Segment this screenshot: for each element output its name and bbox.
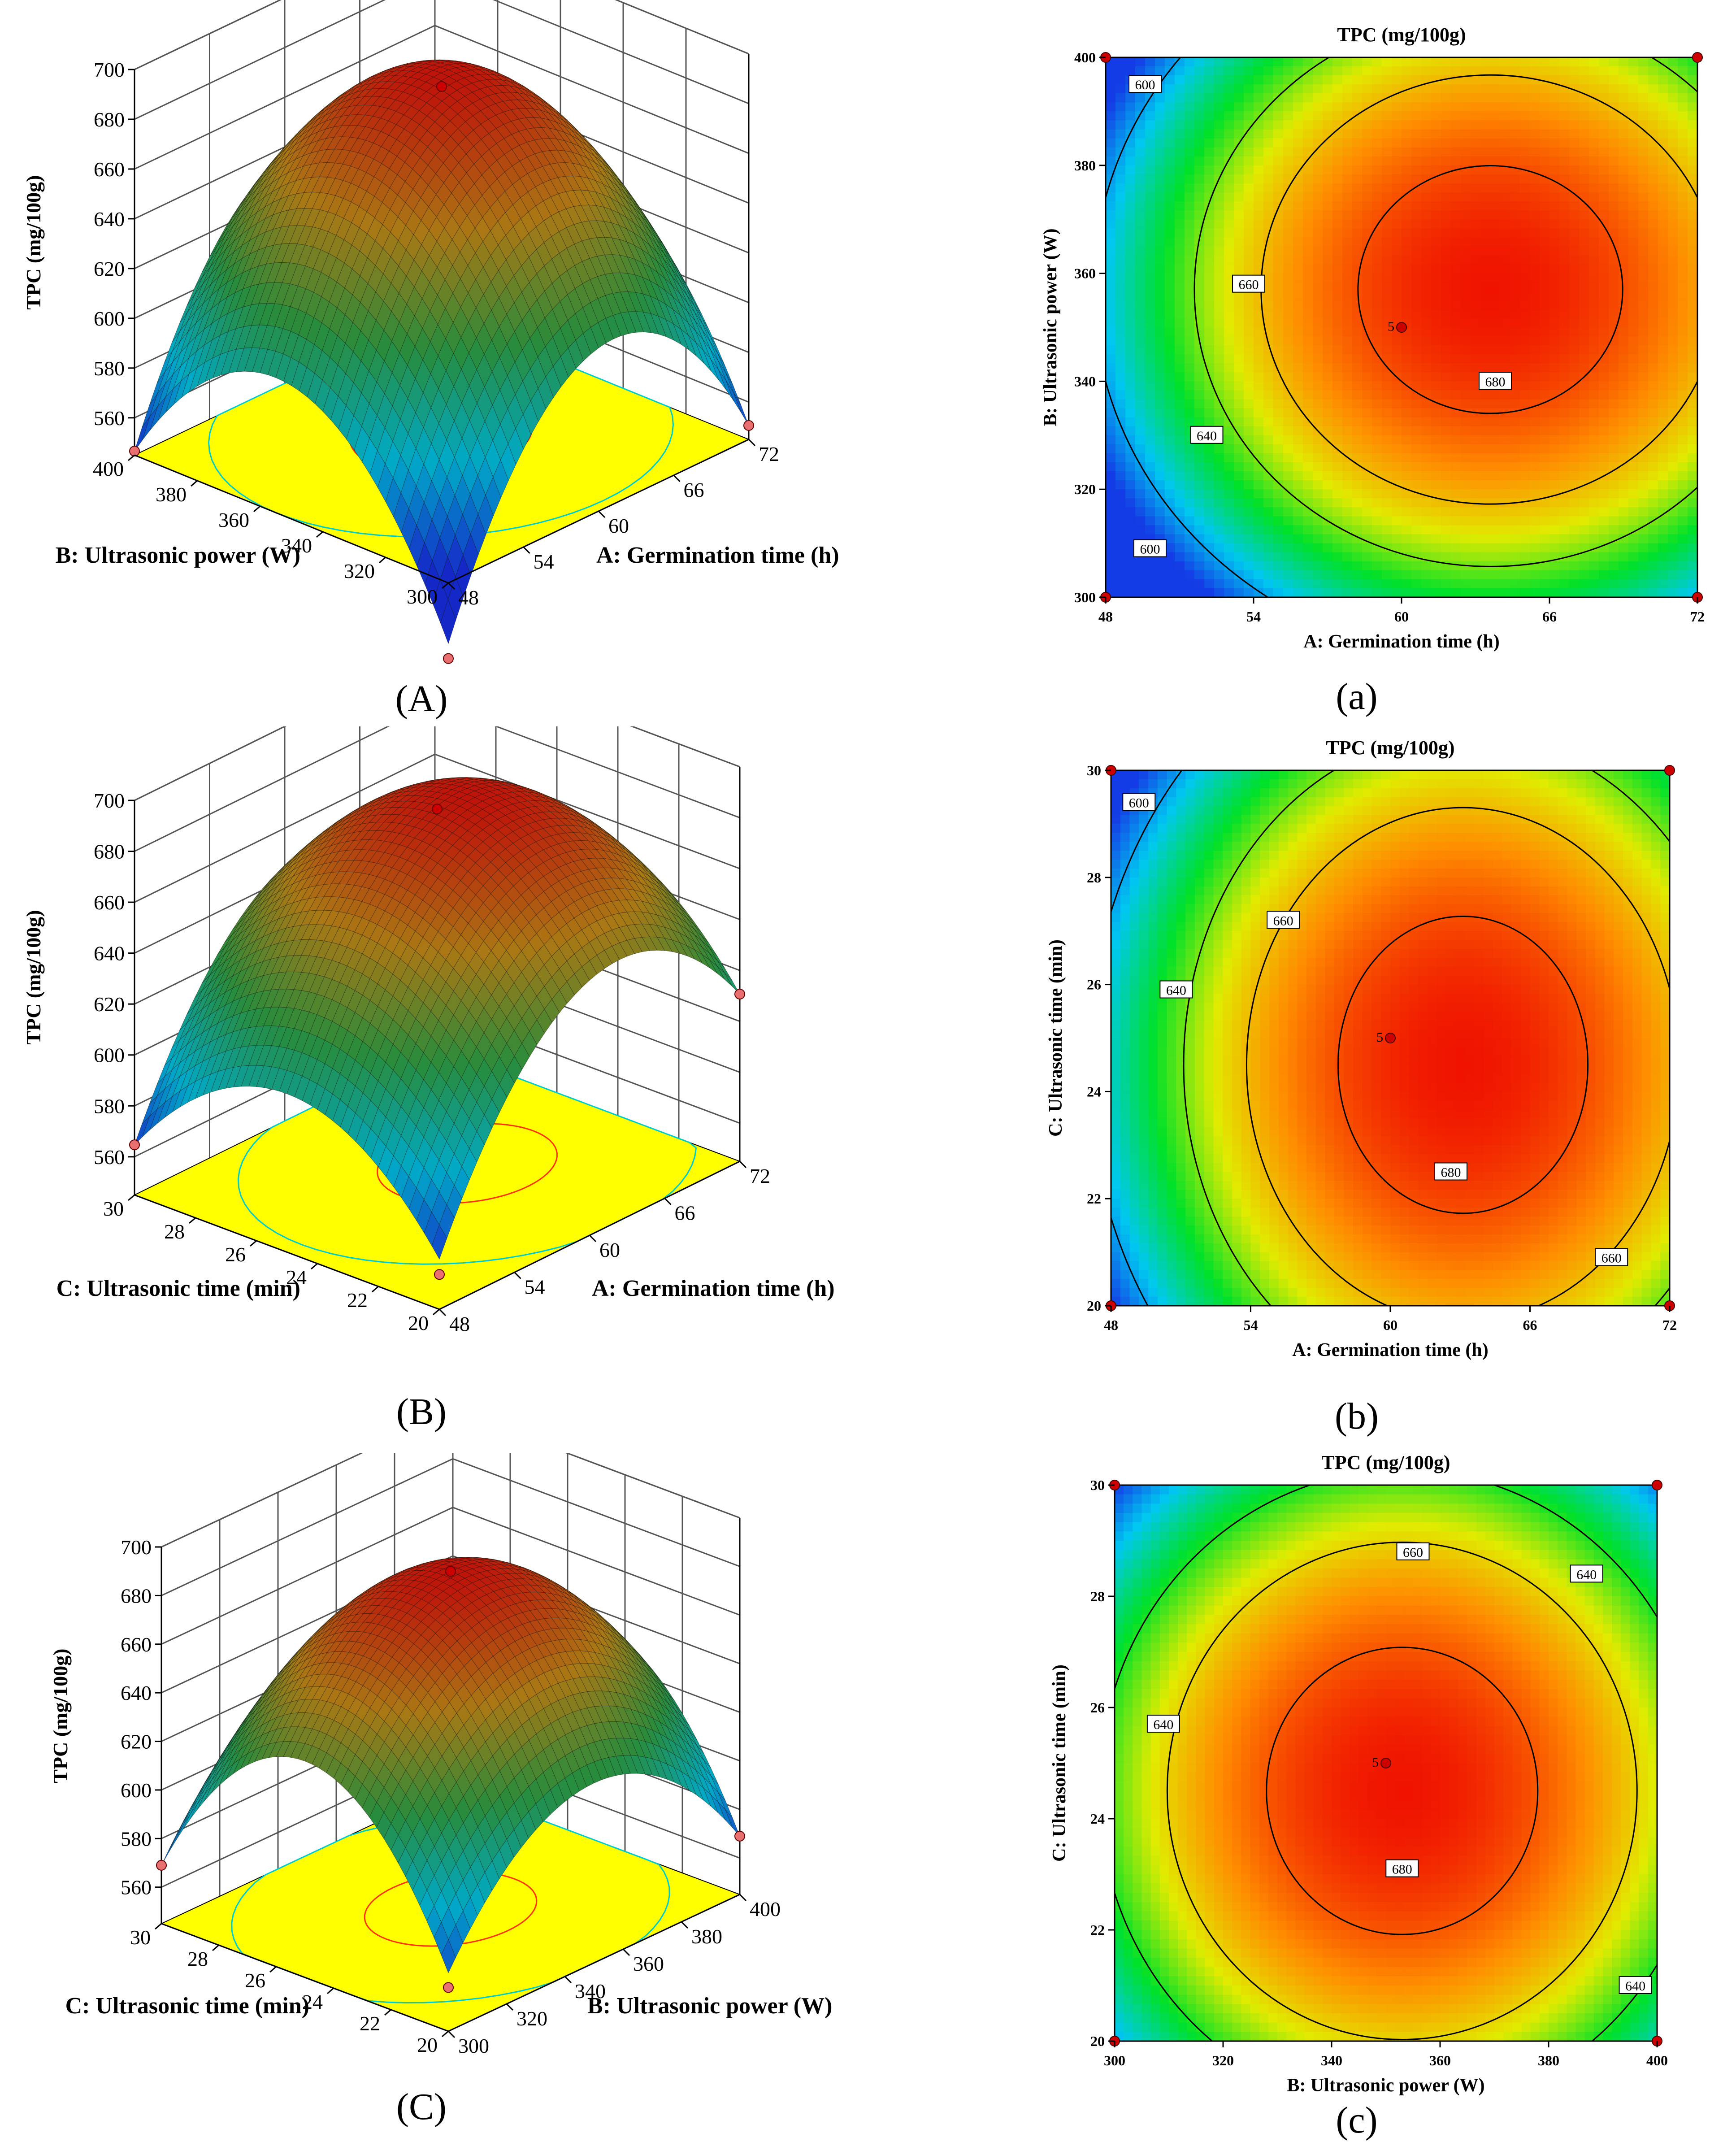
wall-gridline (135, 0, 749, 70)
x-tick-label: 66 (684, 478, 704, 501)
z-tick-label: 660 (94, 891, 125, 914)
y-tick-label: 20 (408, 1312, 429, 1334)
x-tick (665, 1199, 671, 1205)
design-point (744, 421, 754, 430)
design-point (130, 1140, 139, 1150)
x-tick-label: 48 (458, 586, 479, 609)
y-tick (191, 481, 197, 486)
y-tick (433, 1309, 439, 1315)
design-point (156, 1860, 166, 1870)
y-tick (128, 1195, 135, 1200)
x-tick-label: 72 (759, 443, 779, 465)
design-point (735, 1831, 745, 1841)
y-tick-label: 400 (93, 457, 124, 480)
y-tick (189, 1218, 195, 1223)
design-point (434, 1269, 444, 1279)
surface-cell (733, 392, 749, 426)
z-tick-label: 600 (121, 1779, 152, 1802)
surface-plot-A: 560 580 600 620 640 660 680 700 48 54 60 66 72 300 320… (0, 0, 868, 691)
x-tick-label: 72 (750, 1164, 770, 1187)
panel-label-A: (A) (354, 677, 489, 721)
design-point (432, 804, 442, 814)
wall-gridline (161, 1453, 740, 1547)
y-tick (250, 1241, 256, 1246)
z-axis-label: TPC (mg/100g) (22, 175, 45, 309)
x-tick-label: 66 (675, 1202, 695, 1225)
design-point (443, 654, 453, 664)
surface-cell (135, 417, 150, 451)
y-tick-label: 300 (407, 585, 438, 608)
surface-group-A: 560 580 600 620 640 660 680 700 48 54 60 66 72 300 320… (22, 0, 839, 664)
z-tick-label: 700 (94, 789, 125, 812)
x-tick-label: 54 (534, 550, 554, 573)
y-tick (317, 532, 323, 537)
y-tick (372, 1286, 378, 1292)
z-axis-label: TPC (mg/100g) (22, 910, 45, 1044)
design-point (437, 82, 447, 91)
z-tick-label: 620 (94, 257, 125, 280)
design-point (735, 989, 745, 999)
z-tick-label: 660 (94, 158, 125, 181)
x-tick-label: 60 (599, 1238, 620, 1261)
y-tick (311, 1264, 317, 1269)
z-tick-label: 700 (94, 58, 125, 81)
x-tick-label: 60 (608, 514, 629, 537)
x-tick (674, 475, 680, 482)
z-tick-label: 620 (94, 993, 125, 1016)
x-tick (749, 439, 755, 446)
surface-svg-B: 5605806006206406606807004854606672202224… (0, 726, 868, 1417)
wall-top-edge (135, 0, 749, 70)
z-tick-label: 600 (94, 1044, 125, 1067)
x-tick (599, 511, 605, 517)
surface-svg-C: 5605806006206406606807003003203403603804… (0, 1453, 868, 2153)
y-tick-label: 360 (218, 508, 249, 531)
z-tick-label: 560 (94, 407, 125, 430)
y-tick (379, 557, 386, 563)
z-tick-label: 600 (94, 307, 125, 330)
x-tick (439, 1309, 446, 1316)
y-tick (128, 455, 135, 461)
z-tick-label: 680 (94, 840, 125, 863)
design-point (130, 446, 139, 456)
surface-cell (169, 1825, 183, 1853)
z-tick-label: 640 (94, 942, 125, 965)
y-tick-label: 320 (344, 560, 375, 582)
x-tick (740, 1161, 746, 1168)
surface-group-C: 5605806006206406606807003003203403603804… (49, 1453, 832, 2057)
x-tick-label: 48 (449, 1312, 470, 1335)
x-tick (524, 547, 530, 553)
y-tick-label: 26 (225, 1243, 246, 1266)
z-tick-label: 560 (121, 1876, 152, 1899)
y-tick-label: 380 (156, 483, 187, 506)
x-tick (590, 1235, 596, 1242)
surface-cell (176, 1814, 190, 1841)
z-tick-label: 640 (94, 208, 125, 230)
x-tick-label: 54 (525, 1276, 545, 1299)
z-tick-label: 680 (94, 108, 125, 131)
wall-top-edge (161, 1453, 740, 1547)
surface-cell (726, 380, 741, 413)
z-tick-label: 580 (94, 1095, 125, 1117)
design-point (446, 1566, 456, 1576)
panel-label-B: (B) (354, 1390, 489, 1434)
x-axis-label: A: Germination time (h) (592, 1276, 835, 1301)
surface-group-B: 5605806006206406606807004854606672202224… (22, 726, 835, 1335)
y-axis-label: B: Ultrasonic power (W) (56, 543, 300, 568)
y-tick-label: 30 (103, 1197, 124, 1220)
z-tick-label: 580 (94, 357, 125, 380)
surface-svg-A: 560 580 600 620 640 660 680 700 48 54 60 66 72 300 320… (0, 0, 868, 691)
z-tick-label: 560 (94, 1146, 125, 1169)
y-tick-label: 22 (347, 1289, 368, 1312)
y-axis-label: C: Ultrasonic time (min) (56, 1276, 300, 1301)
x-axis-label: A: Germination time (h) (596, 543, 839, 568)
x-tick (515, 1273, 521, 1279)
y-tick-label: 28 (164, 1220, 185, 1243)
design-point (443, 1982, 453, 1992)
y-tick (254, 506, 260, 512)
z-tick-label: 580 (121, 1827, 152, 1850)
